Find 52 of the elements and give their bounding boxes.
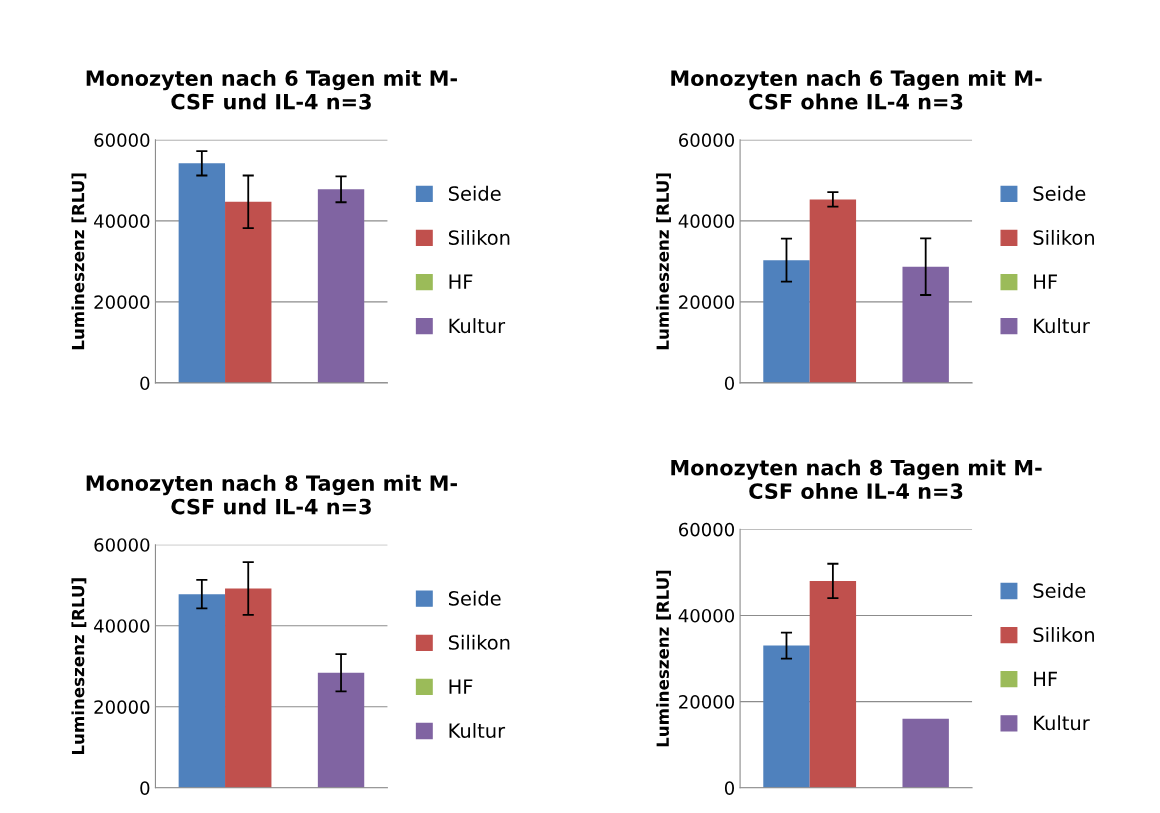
y-axis-title: Lumineszenz [RLU] (71, 578, 87, 755)
chart-title: Monozyten nach 8 Tagen mit M- CSF und IL-4 n=3 (86, 474, 457, 515)
bar (902, 266, 949, 383)
legend-label: Seide (448, 590, 501, 606)
bar (809, 199, 857, 383)
y-tick-label: 0 (724, 376, 735, 391)
legend-label: Kultur (449, 722, 506, 739)
chart-title: Monozyten nach 8 Tagen mit M- CSF ohne IL-4 n=3 (671, 459, 1042, 499)
bar (178, 163, 226, 383)
bar (317, 672, 365, 788)
y-tick-label: 0 (140, 376, 150, 391)
y-tick-label: 60000 (679, 522, 735, 537)
y-tick-label: 40000 (94, 214, 150, 228)
legend-label: HF (1034, 671, 1057, 686)
y-tick-label: 0 (724, 781, 735, 795)
bar (178, 594, 226, 788)
y-tick-label: 0 (140, 781, 150, 795)
y-tick-label: 40000 (678, 214, 735, 228)
legend-label: Kultur (449, 318, 506, 334)
bar (763, 645, 810, 788)
legend-label: HF (1034, 274, 1057, 289)
chart-title: Monozyten nach 6 Tagen mit M- CSF ohne IL-4 n=3 (671, 69, 1042, 110)
legend-label: Seide (1033, 582, 1086, 599)
chart-title: Monozyten nach 6 Tagen mit M- CSF und IL-4 n=3 (86, 69, 457, 110)
bar (225, 201, 272, 383)
legend-label: Kultur (1034, 715, 1090, 731)
legend-label: Seide (448, 185, 501, 201)
legend-label: HF (449, 679, 473, 694)
y-tick-label: 20000 (679, 295, 735, 310)
bar (763, 260, 810, 383)
legend-label: Silikon (1033, 229, 1094, 245)
y-tick-label: 60000 (679, 133, 735, 147)
y-tick-label: 20000 (94, 700, 150, 714)
y-tick-label: 40000 (94, 619, 150, 633)
y-axis-title: Lumineszenz [RLU] (656, 570, 671, 747)
y-tick-label: 60000 (94, 538, 150, 552)
bar (317, 189, 365, 383)
y-tick-label: 60000 (94, 133, 150, 147)
bar (809, 580, 857, 788)
legend-label: HF (449, 274, 473, 289)
bar (225, 588, 272, 788)
legend-label: Silikon (448, 229, 510, 245)
legend-label: Silikon (448, 634, 510, 650)
bar (902, 718, 949, 788)
y-tick-label: 20000 (94, 295, 150, 310)
y-tick-label: 40000 (678, 608, 735, 623)
y-axis-title: Lumineszenz [RLU] (656, 173, 671, 350)
legend-label: Kultur (1034, 318, 1090, 334)
y-axis-title: Lumineszenz [RLU] (71, 173, 87, 350)
legend-label: Silikon (1033, 627, 1094, 643)
legend-label: Seide (1033, 185, 1086, 201)
y-tick-label: 20000 (679, 695, 735, 709)
